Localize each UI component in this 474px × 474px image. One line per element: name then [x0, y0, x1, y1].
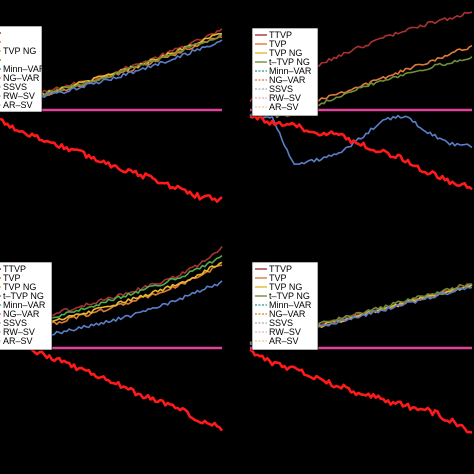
- legend-box: [0, 25, 43, 113]
- legend-label: TVP NG: [3, 46, 36, 56]
- legend-label: SSVS: [3, 318, 27, 328]
- legend-label: SSVS: [269, 84, 293, 94]
- legend-box: [251, 27, 319, 117]
- legend-label: t–TVP NG: [269, 291, 310, 301]
- legend-label: TVP: [269, 39, 287, 49]
- legend-label: TTVP: [3, 264, 26, 274]
- legend-box: [251, 261, 319, 351]
- legend-label: NG–VAR: [3, 73, 40, 83]
- legend-label: NG–VAR: [3, 309, 40, 319]
- series-line-red-line: [0, 117, 223, 203]
- series-line-t-tvp-ng: [249, 56, 473, 119]
- series-line-red-line: [0, 340, 224, 432]
- legend-label: NG–VAR: [269, 309, 306, 319]
- legend-label: Minn–VAR: [3, 300, 46, 310]
- legend-label: AR–SV: [269, 102, 299, 112]
- legend-label: AR–SV: [269, 336, 299, 346]
- legend-label: SSVS: [3, 82, 27, 92]
- legend-label: RW–SV: [3, 91, 35, 101]
- legend-label: Minn–VAR: [269, 66, 312, 76]
- legend-label: RW–SV: [269, 327, 301, 337]
- legend-label: AR–SV: [3, 336, 33, 346]
- legend-label: NG–VAR: [269, 75, 306, 85]
- legend-label: AR–SV: [3, 100, 33, 110]
- legend-label: TTVP: [269, 264, 292, 274]
- legend-label: TVP NG: [269, 48, 302, 58]
- series-line-blue-line: [249, 112, 473, 166]
- legend-label: t–TVP NG: [3, 291, 44, 301]
- legend-box: [0, 261, 53, 351]
- legend-label: RW–SV: [3, 327, 35, 337]
- legend-label: TVP NG: [3, 282, 36, 292]
- legend-label: TVP: [269, 273, 287, 283]
- series-line-red-line: [249, 114, 473, 191]
- series-line-red-line: [249, 348, 473, 434]
- legend-label: SSVS: [269, 318, 293, 328]
- legend-label: TTVP: [269, 30, 292, 40]
- legend-label: RW–SV: [269, 93, 301, 103]
- legend-label: Minn–VAR: [3, 64, 46, 74]
- legend-label: Minn–VAR: [269, 300, 312, 310]
- legend-label: t–TVP NG: [269, 57, 310, 67]
- legend-label: TVP NG: [269, 282, 302, 292]
- legend-label: TVP: [3, 273, 21, 283]
